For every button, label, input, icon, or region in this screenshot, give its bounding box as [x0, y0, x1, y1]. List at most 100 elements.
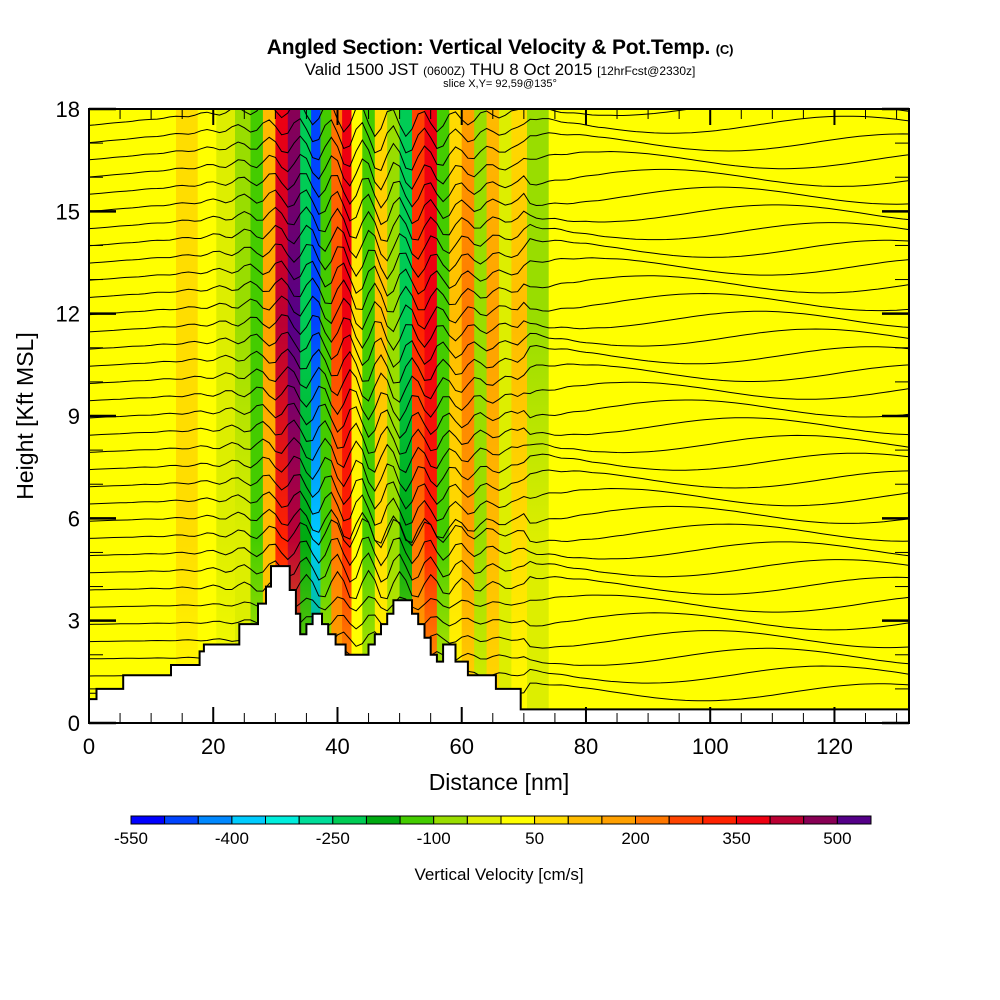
forecast-info: [12hrFcst@2330z]	[597, 64, 696, 78]
chart-title-suffix: (C)	[715, 42, 734, 57]
theta-contour-line	[89, 536, 909, 567]
theta-contour-line	[89, 612, 909, 631]
x-tick-labels: 0 20 40 60 80 100 120	[83, 734, 853, 759]
theta-contour-line	[89, 469, 909, 510]
theta-contour-line	[89, 594, 909, 613]
theta-contour-line	[89, 487, 909, 526]
velocity-column	[753, 109, 792, 723]
colorbar-swatch	[567, 815, 603, 825]
velocity-column	[791, 109, 829, 723]
theta-contour-line	[89, 399, 909, 439]
velocity-column	[320, 109, 332, 723]
colorbar-swatch	[164, 815, 199, 825]
colorbar-swatch	[366, 815, 401, 825]
velocity-column	[548, 109, 575, 723]
velocity-column	[716, 109, 755, 723]
valid-date: THU 8 Oct 2015	[469, 60, 593, 79]
colorbar-swatch	[736, 815, 771, 825]
velocity-column	[287, 109, 301, 723]
velocity-column	[604, 109, 643, 723]
colorbar-swatch	[399, 815, 435, 825]
theta-contour-line	[89, 109, 909, 138]
terrain-profile	[89, 565, 909, 723]
y-tick-label: 12	[56, 302, 80, 327]
theta-contour-line	[89, 132, 909, 172]
colorbar-tick-label: 350	[722, 829, 750, 848]
theta-contour-line	[89, 569, 909, 600]
colorbar-tick-label: 50	[525, 829, 544, 848]
y-axis-title: Height [Kft MSL]	[12, 332, 38, 499]
y-tick-label: 15	[56, 199, 80, 224]
x-tick-label: 60	[449, 734, 473, 759]
velocity-field	[89, 109, 909, 723]
velocity-column	[331, 109, 343, 723]
colorbar-tick-label: -550	[114, 829, 148, 848]
theta-contour-line	[89, 292, 909, 333]
velocity-column	[197, 109, 217, 723]
x-tick-label: 0	[83, 734, 95, 759]
y-tick-label: 18	[56, 97, 80, 122]
theta-contour-line	[89, 434, 909, 474]
colorbar-title: Vertical Velocity [cm/s]	[414, 865, 583, 884]
velocity-column	[461, 109, 475, 723]
velocity-column	[151, 109, 177, 723]
colorbar-tick-label: -250	[316, 829, 350, 848]
colorbar-swatch	[265, 815, 300, 825]
chart-subtitle: Valid 1500 JST (0600Z) THU 8 Oct 2015 [1…	[0, 60, 1000, 80]
velocity-column	[511, 109, 528, 723]
theta-contour-line	[89, 344, 909, 384]
colorbar-tick-label: 200	[621, 829, 649, 848]
colorbar-swatch	[702, 815, 737, 825]
slice-info: slice X,Y= 92,59@135°	[443, 78, 557, 90]
colorbar-swatch	[769, 815, 805, 825]
x-tick-label: 100	[692, 734, 729, 759]
velocity-column	[527, 109, 550, 723]
theta-contour-line	[89, 186, 909, 226]
axis-ticks	[88, 107, 909, 725]
chart-title: Angled Section: Vertical Velocity & Pot.…	[0, 36, 1000, 60]
y-tick-label: 6	[68, 506, 80, 531]
velocity-column	[176, 109, 199, 723]
y-tick-label: 9	[68, 404, 80, 429]
x-tick-label: 40	[325, 734, 349, 759]
velocity-column	[362, 109, 376, 723]
y-tick-labels: 0 3 6 9 12 15 18	[56, 97, 80, 736]
velocity-column	[351, 109, 363, 723]
colorbar	[130, 815, 872, 825]
theta-contours	[89, 109, 909, 702]
colorbar-swatch	[231, 815, 266, 825]
theta-contour-line	[89, 452, 909, 493]
velocity-column	[641, 109, 680, 723]
colorbar-swatch	[500, 815, 536, 825]
colorbar-swatch	[836, 815, 872, 825]
colorbar-labels: -550 -400 -250 -100 50 200 350 500	[114, 829, 852, 848]
theta-contour-line	[89, 275, 909, 313]
velocity-column	[486, 109, 500, 723]
theta-contour-line	[89, 630, 909, 649]
colorbar-swatch	[332, 815, 367, 825]
velocity-column	[573, 109, 606, 723]
theta-contour-line	[89, 517, 909, 549]
velocity-column	[235, 109, 252, 723]
theta-contour-line	[89, 552, 909, 583]
colorbar-swatch	[130, 815, 166, 825]
x-tick-label: 120	[816, 734, 853, 759]
theta-contour-line	[89, 363, 909, 403]
colorbar-swatch	[466, 815, 502, 825]
colorbar-tick-label: -400	[215, 829, 249, 848]
colorbar-swatch	[433, 815, 468, 825]
velocity-column	[374, 109, 388, 723]
chart-title-main: Angled Section: Vertical Velocity & Pot.…	[266, 36, 711, 59]
valid-utc: (0600Z)	[423, 64, 466, 78]
colorbar-tick-label: -100	[417, 829, 451, 848]
valid-time: Valid 1500 JST	[304, 60, 419, 79]
theta-contour-line	[89, 115, 909, 154]
colorbar-swatch	[601, 815, 637, 825]
theta-contour-line	[89, 238, 909, 280]
theta-contour-line	[89, 328, 909, 368]
theta-contour-line	[89, 505, 909, 544]
colorbar-swatch	[635, 815, 670, 825]
velocity-column	[311, 109, 321, 723]
theta-contour-line	[89, 150, 909, 191]
